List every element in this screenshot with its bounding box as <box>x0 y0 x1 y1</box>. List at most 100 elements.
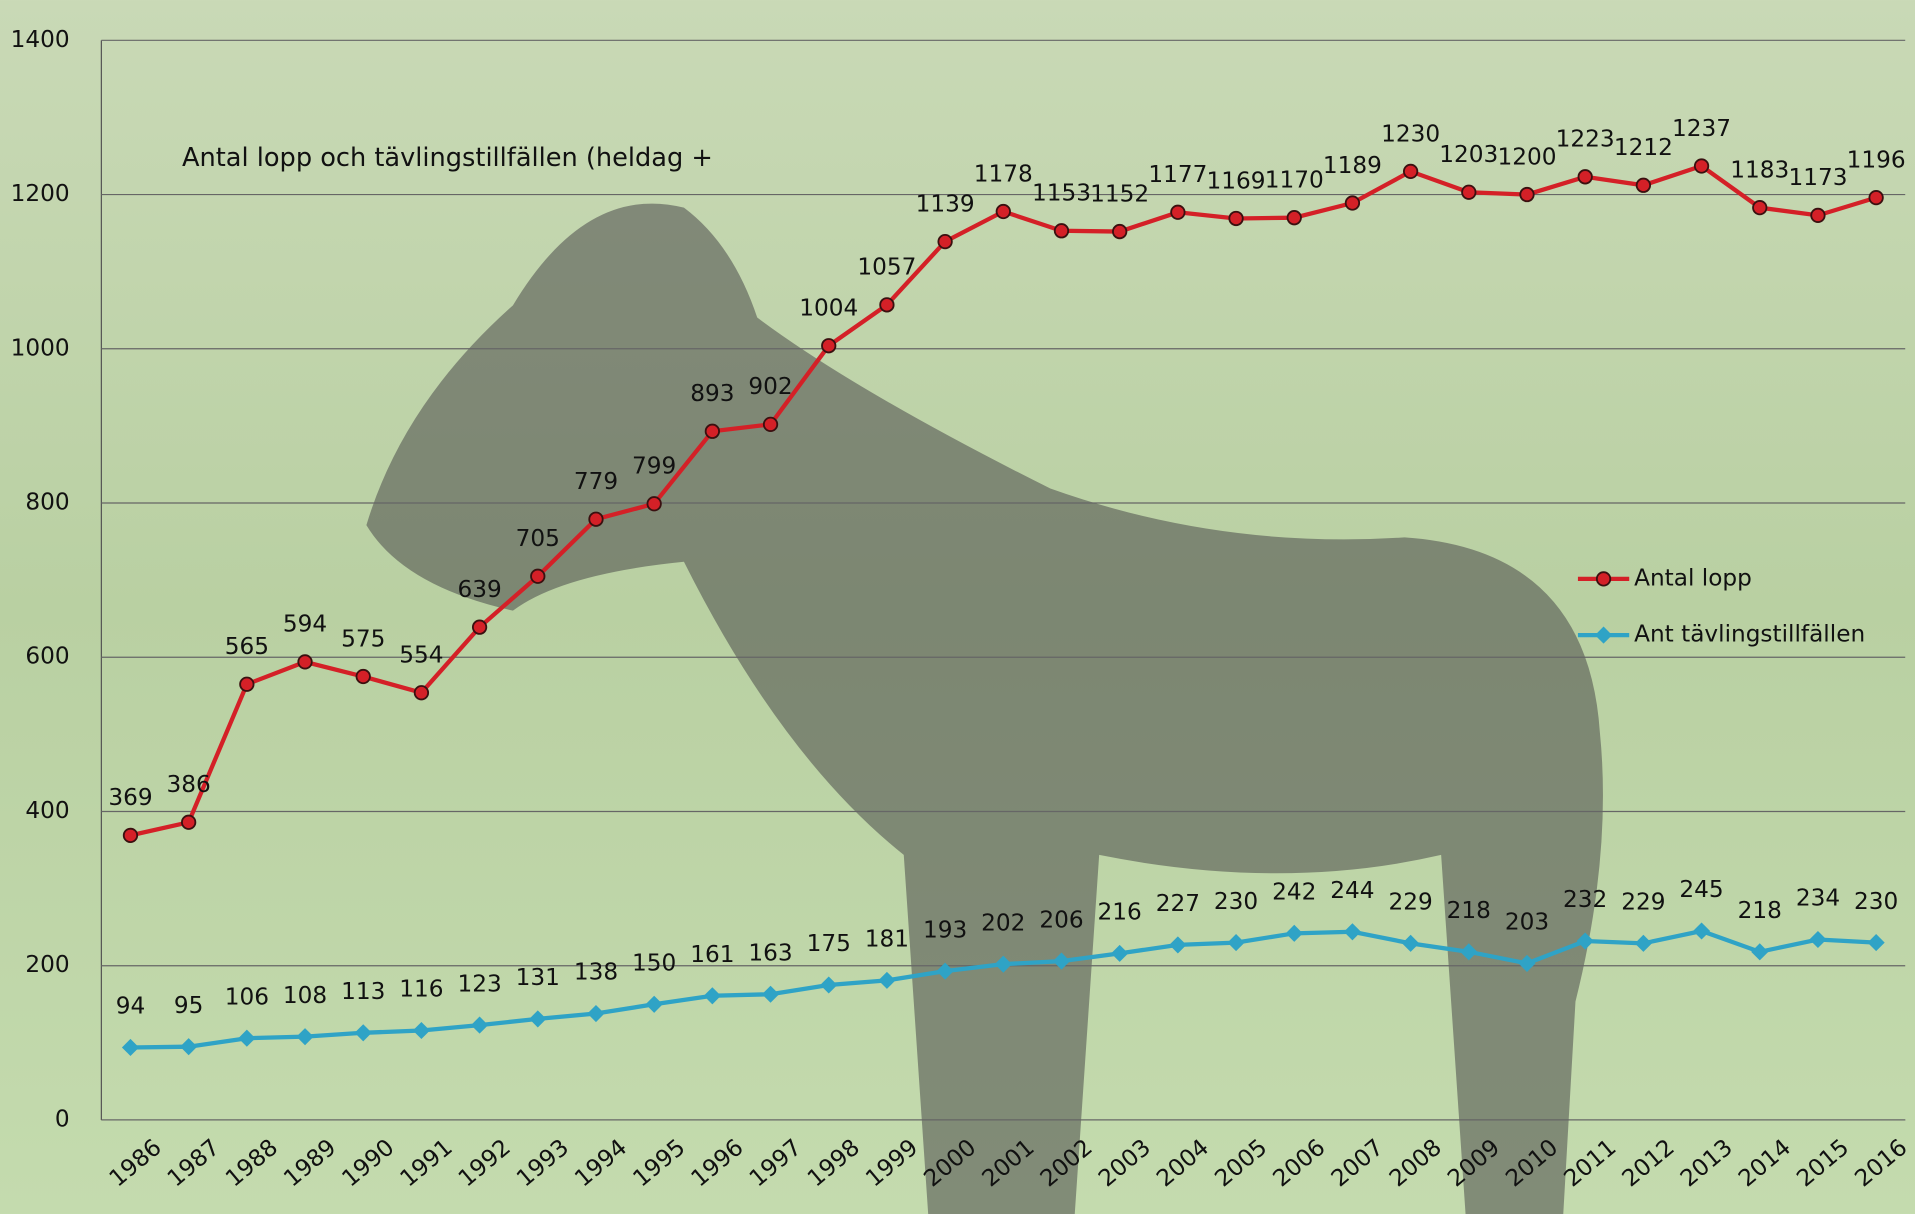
data-label: 1237 <box>1672 115 1731 142</box>
diamond-marker <box>936 962 954 980</box>
data-label: 123 <box>457 970 501 997</box>
data-label: 218 <box>1447 897 1491 924</box>
circle-marker <box>1170 204 1186 220</box>
data-label: 1177 <box>1148 161 1207 188</box>
data-label: 232 <box>1563 886 1607 913</box>
circle-marker <box>297 654 313 670</box>
diamond-marker <box>820 976 838 994</box>
data-label: 175 <box>807 930 851 957</box>
data-label: 193 <box>923 916 967 943</box>
data-label: 230 <box>1214 888 1258 915</box>
data-label: 242 <box>1272 879 1316 906</box>
data-label: 1170 <box>1265 167 1324 194</box>
legend-marker <box>1595 626 1613 644</box>
data-label: 108 <box>283 982 327 1009</box>
diamond-marker <box>180 1038 198 1056</box>
diamond-marker <box>1867 934 1885 952</box>
data-label: 203 <box>1505 909 1549 936</box>
circle-marker <box>471 619 488 635</box>
horse-silhouette <box>366 203 1603 1214</box>
data-label: 138 <box>574 959 618 986</box>
diamond-marker <box>1809 930 1827 949</box>
diamond-marker <box>238 1029 256 1047</box>
data-label: 369 <box>108 784 152 811</box>
data-label: 227 <box>1156 890 1200 917</box>
data-label: 1212 <box>1614 134 1673 161</box>
circle-marker <box>355 668 371 685</box>
diamond-marker <box>1751 943 1769 961</box>
data-label: 705 <box>516 525 560 552</box>
data-label: 229 <box>1621 889 1665 916</box>
data-label: 554 <box>399 642 443 669</box>
data-label: 1057 <box>857 254 916 281</box>
circle-marker <box>1461 184 1477 200</box>
circle-marker <box>646 496 662 512</box>
circle-marker <box>821 338 837 354</box>
y-tick-label: 400 <box>25 797 69 824</box>
data-label: 779 <box>574 468 618 495</box>
data-label: 1200 <box>1497 143 1556 170</box>
data-label: 106 <box>225 983 269 1010</box>
circle-marker <box>1635 177 1652 193</box>
chart-title: Antal lopp och tävlingstillfällen (helda… <box>182 143 713 173</box>
circle-marker <box>588 511 604 527</box>
data-label: 902 <box>748 373 792 400</box>
diamond-marker <box>412 1021 430 1040</box>
y-tick-label: 1400 <box>11 26 70 53</box>
data-label: 575 <box>341 625 385 652</box>
circle-marker <box>1402 163 1419 180</box>
data-label: 230 <box>1854 888 1898 915</box>
data-label: 218 <box>1738 897 1782 924</box>
data-label: 216 <box>1098 899 1142 926</box>
circle-marker <box>1286 210 1302 226</box>
diamond-marker <box>1402 934 1420 952</box>
circle-marker <box>995 203 1011 220</box>
circle-marker <box>1868 190 1884 206</box>
data-label: 206 <box>1039 906 1083 933</box>
data-label: 1152 <box>1090 180 1149 207</box>
data-label: 1178 <box>974 160 1033 187</box>
circle-marker <box>1228 210 1244 227</box>
diamond-marker <box>1634 934 1652 952</box>
circle-marker <box>1810 207 1826 224</box>
circle-marker <box>530 568 546 584</box>
circle-marker <box>1112 223 1128 240</box>
data-label: 594 <box>283 611 327 638</box>
data-label: 113 <box>341 978 385 1005</box>
circle-marker <box>1577 169 1593 185</box>
circle-marker <box>1519 186 1535 203</box>
data-label: 1223 <box>1556 126 1615 153</box>
circle-marker <box>413 685 430 701</box>
data-label: 163 <box>748 939 792 966</box>
diamond-marker <box>645 995 663 1013</box>
circle-marker <box>937 233 953 250</box>
data-label: 1169 <box>1207 167 1266 194</box>
data-label: 131 <box>516 964 560 991</box>
diamond-marker <box>1111 944 1129 962</box>
data-label: 639 <box>457 576 501 603</box>
circle-marker <box>1344 195 1361 211</box>
data-label: 386 <box>167 771 211 798</box>
y-tick-label: 200 <box>25 951 69 978</box>
data-label: 1183 <box>1730 157 1789 184</box>
circle-marker <box>879 297 895 313</box>
diamond-marker <box>1576 932 1594 950</box>
data-label: 95 <box>174 992 204 1019</box>
circle-marker <box>1053 223 1070 239</box>
legend-marker <box>1595 571 1612 587</box>
legend-label: Antal lopp <box>1634 564 1752 591</box>
y-tick-label: 0 <box>55 1105 70 1132</box>
data-label: 244 <box>1330 877 1374 904</box>
y-tick-label: 1200 <box>11 180 70 207</box>
data-label: 799 <box>632 453 676 480</box>
data-label: 1189 <box>1323 152 1382 179</box>
data-label: 1173 <box>1788 164 1847 191</box>
data-label: 181 <box>865 926 909 953</box>
diamond-marker <box>354 1024 372 1042</box>
diamond-marker <box>1693 922 1711 940</box>
circle-marker <box>122 827 139 844</box>
circle-marker <box>181 814 197 830</box>
legend-label: Ant tävlingstillfällen <box>1634 621 1865 648</box>
data-label: 1196 <box>1847 146 1906 173</box>
data-label: 94 <box>116 993 146 1020</box>
